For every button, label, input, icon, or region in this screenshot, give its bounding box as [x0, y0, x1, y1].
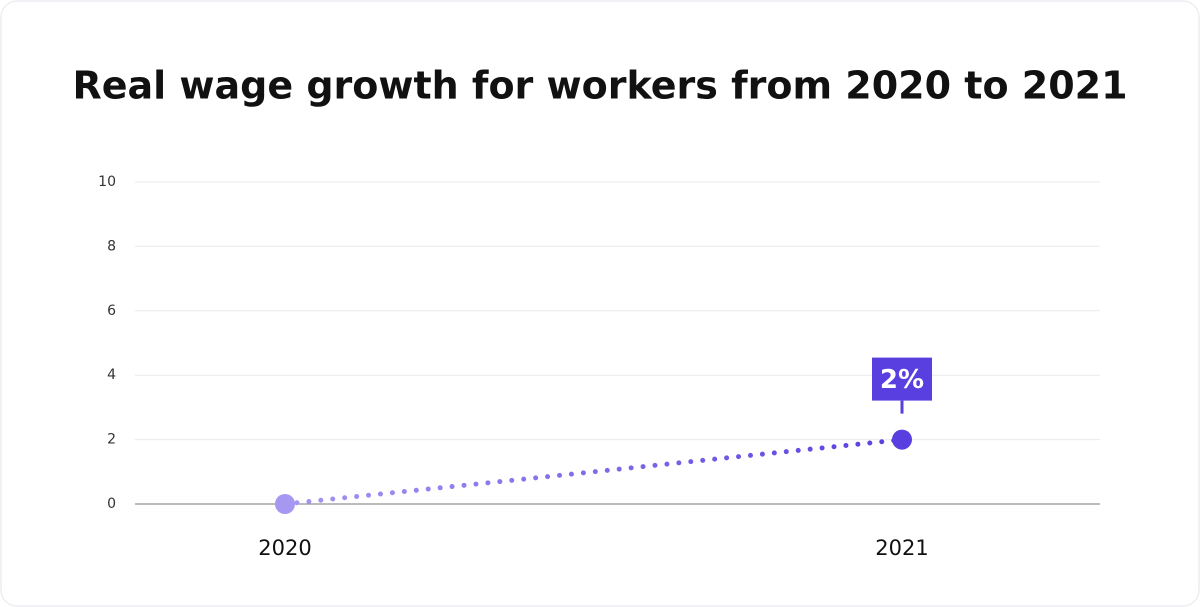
x-tick-label: 2020 [258, 536, 311, 560]
y-tick-label: 8 [107, 238, 116, 254]
y-tick-label: 4 [107, 367, 116, 383]
y-tick-label: 2 [107, 432, 116, 448]
data-line [282, 437, 905, 507]
y-tick-label: 0 [107, 496, 116, 512]
x-tick-label: 2021 [875, 536, 928, 560]
label-box [872, 357, 932, 401]
y-tick-label: 6 [107, 303, 116, 319]
y-tick-label: 10 [98, 174, 116, 190]
data-label: 2% [880, 365, 924, 395]
chart-title: Real wage growth for workers from 2020 t… [72, 64, 1127, 108]
data-point [275, 494, 295, 514]
data-point [892, 429, 912, 450]
